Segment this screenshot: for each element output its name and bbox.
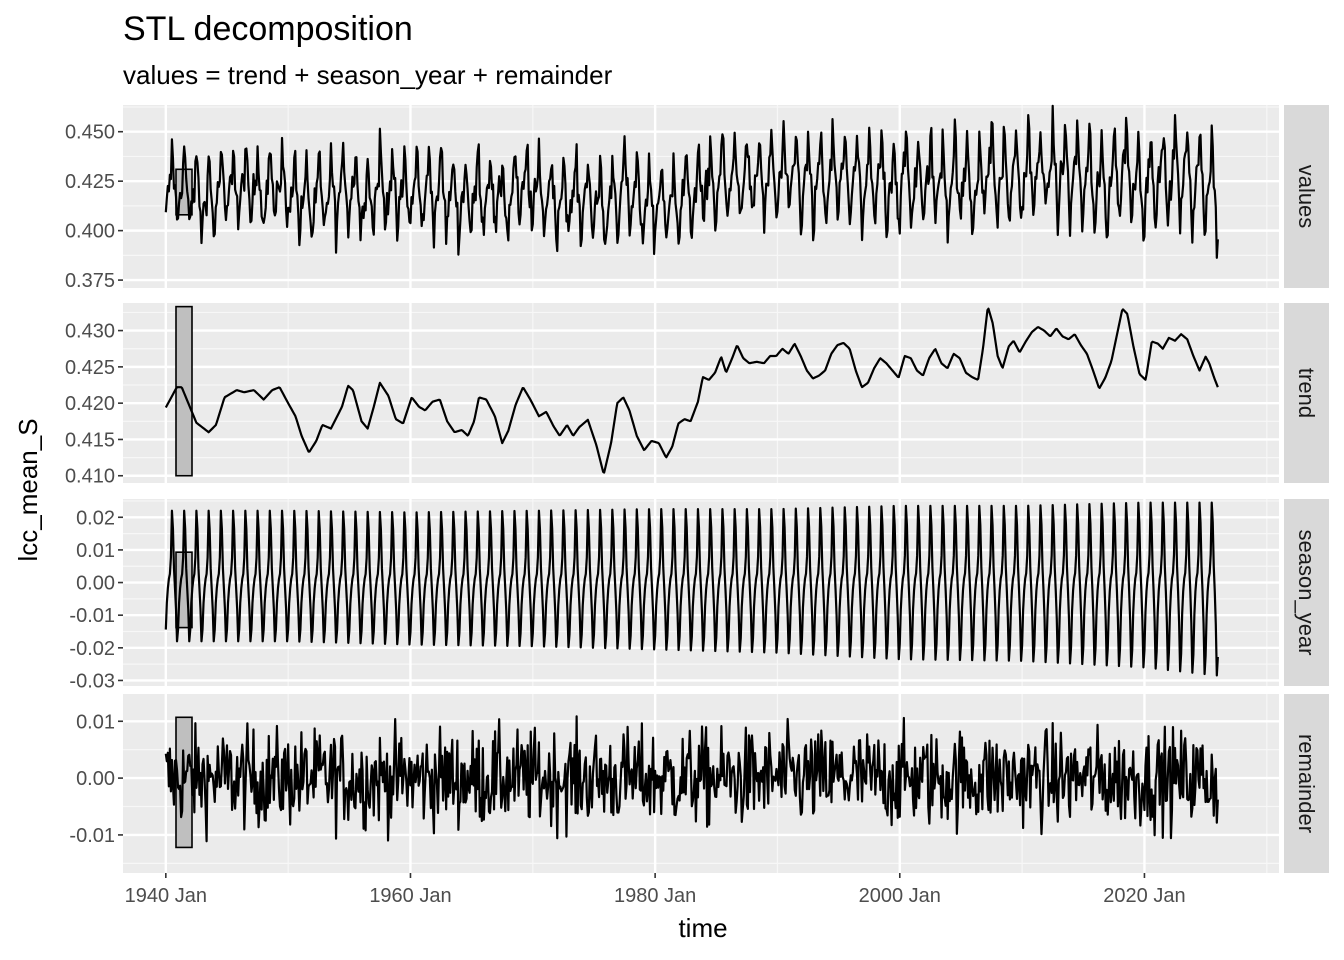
y-tick-label: 0.420 (65, 393, 115, 415)
y-tick-label: 0.01 (76, 711, 115, 733)
y-tick-label: 0.425 (65, 171, 115, 193)
x-tick-label: 2020 Jan (1103, 885, 1185, 907)
chart-subtitle: values = trend + season_year + remainder (123, 60, 613, 90)
y-tick-label: 0.400 (65, 221, 115, 243)
panel-background (123, 303, 1279, 483)
facet-strip (1284, 694, 1329, 873)
facet-strip-label: remainder (1294, 734, 1319, 833)
facet-strip (1284, 105, 1329, 288)
y-tick-label: 0.01 (76, 540, 115, 562)
y-tick-label: 0.425 (65, 357, 115, 379)
facet-strip-label: season_year (1294, 530, 1319, 656)
panel-values: 0.375 0.400 0.425 0.450 values (65, 104, 1329, 292)
y-tick-label: -0.01 (69, 825, 115, 847)
x-axis-title: time (678, 913, 727, 943)
y-tick-label: 0.450 (65, 122, 115, 144)
x-tick-label: 1980 Jan (614, 885, 696, 907)
y-tick-label: 0.415 (65, 429, 115, 451)
chart-title: STL decomposition (123, 10, 413, 48)
x-axis: 1940 Jan 1960 Jan 1980 Jan 2000 Jan 2020 Jan (125, 873, 1186, 907)
y-tick-label: 0.00 (76, 768, 115, 790)
series-line-values (164, 104, 1219, 259)
y-axis-title: lcc_mean_S (13, 418, 43, 561)
panel-remainder: -0.01 0.00 0.01 remainder (69, 694, 1329, 873)
y-tick-label: -0.03 (69, 670, 115, 692)
series-line-trend (164, 307, 1219, 474)
x-tick-label: 1960 Jan (369, 885, 451, 907)
facet-strip-label: trend (1294, 368, 1319, 418)
series-line-remainder (164, 715, 1219, 843)
facet-panels: 0.375 0.400 0.425 0.450 values 0.410 0.415 0.42… (65, 104, 1329, 873)
y-tick-label: 0.430 (65, 321, 115, 343)
facet-strip (1284, 303, 1329, 483)
series-line-season-year (164, 501, 1219, 677)
panel-trend: 0.410 0.415 0.420 0.425 0.430 trend (65, 303, 1329, 488)
y-tick-label: 0.375 (65, 270, 115, 292)
facet-strip (1284, 499, 1329, 686)
y-tick-label: 0.02 (76, 507, 115, 529)
x-tick-label: 1940 Jan (125, 885, 207, 907)
panel-season-year: -0.03 -0.02 -0.01 0.00 0.01 0.02 season_year (69, 499, 1329, 692)
y-tick-label: 0.00 (76, 573, 115, 595)
y-tick-label: 0.410 (65, 466, 115, 488)
y-tick-label: -0.01 (69, 605, 115, 627)
y-tick-label: -0.02 (69, 638, 115, 660)
facet-strip-label: values (1294, 165, 1319, 229)
x-tick-label: 2000 Jan (859, 885, 941, 907)
